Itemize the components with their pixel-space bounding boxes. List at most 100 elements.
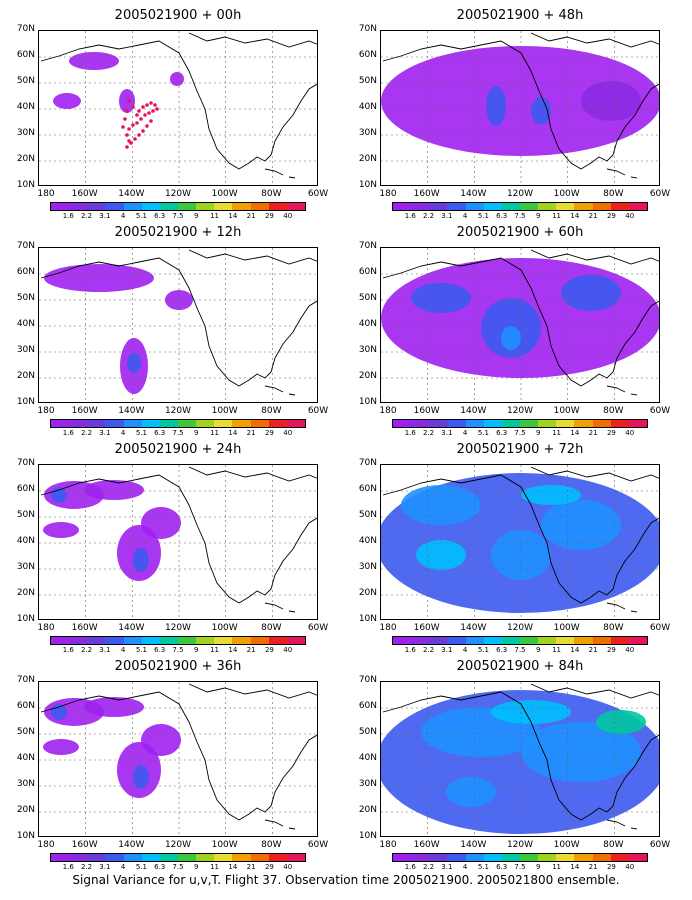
colorbar-label: 1.6 [62, 863, 74, 871]
colorbar-swatch [87, 203, 106, 210]
islands [264, 168, 296, 179]
colorbar-label: 40 [625, 212, 635, 220]
colorbar-swatch [501, 637, 520, 644]
colorbar-label: 14 [570, 863, 580, 871]
figure-caption: Signal Variance for u,v,T. Flight 37. Ob… [72, 873, 620, 887]
lat-label: 70N [358, 675, 377, 685]
colorbar-label: 1.6 [62, 212, 74, 220]
lat-label: 20N [16, 154, 35, 164]
colorbar-label: 4 [120, 212, 126, 220]
lat-label: 30N [358, 779, 377, 789]
map-panel-72h [380, 464, 660, 620]
lon-label: 120W [164, 406, 192, 416]
colorbar-swatch [628, 203, 647, 210]
variance-region [411, 283, 471, 313]
flight-track-point [151, 109, 155, 113]
flight-track-point [139, 117, 143, 121]
colorbar-label: 11 [552, 646, 562, 654]
colorbar-label: 11 [552, 212, 562, 220]
variance-region [486, 86, 506, 126]
colorbar-label: 7.5 [172, 212, 184, 220]
lon-label: 60W [307, 189, 329, 199]
flight-track-point [141, 105, 145, 109]
colorbar-swatch [286, 854, 305, 861]
colorbar-swatch [141, 203, 160, 210]
lon-label: 100W [553, 406, 580, 416]
lat-label: 10N [358, 397, 377, 407]
map-canvas [381, 465, 659, 619]
lon-label: 100W [553, 840, 580, 850]
lon-label: 160W [71, 189, 98, 199]
colorbar-swatch [556, 854, 575, 861]
flight-track-point [125, 133, 129, 137]
lon-label: 180 [379, 406, 397, 416]
colorbar-swatch [87, 637, 106, 644]
map-canvas [39, 31, 317, 185]
colorbar-swatch [123, 203, 142, 210]
lon-label: 180 [37, 623, 55, 633]
islands [606, 168, 638, 179]
flight-track-point [135, 113, 139, 117]
colorbar-label: 2.2 [80, 429, 93, 437]
panel-title-24h: 2005021900 + 24h [114, 442, 242, 457]
lon-label: 60W [649, 406, 671, 416]
colorbar-swatch [177, 420, 197, 427]
coastline [188, 466, 317, 482]
colorbar-swatch [105, 637, 124, 644]
coastline [382, 257, 659, 387]
colorbar-swatch [592, 203, 611, 210]
colorbar-swatch [519, 637, 539, 644]
colorbar-label: 5.1 [135, 429, 147, 437]
lat-label: 60N [16, 267, 35, 277]
colorbar-swatch [465, 420, 484, 427]
lon-label: 60W [649, 840, 671, 850]
lon-label: 140W [118, 623, 145, 633]
lat-label: 30N [16, 128, 35, 138]
flight-track-point [133, 137, 137, 141]
colorbar-label: 1.6 [62, 429, 74, 437]
variance-region [43, 522, 79, 538]
lat-label: 50N [16, 510, 35, 520]
colorbar-swatch [177, 203, 197, 210]
colorbar-swatch [268, 637, 287, 644]
lat-label: 60N [16, 50, 35, 60]
lon-label: 120W [164, 840, 192, 850]
colorbar-swatch [592, 637, 611, 644]
colorbar-label: 3.1 [441, 646, 453, 654]
colorbar-label: 11 [210, 646, 220, 654]
variance-region [581, 81, 641, 121]
colorbar-swatch [141, 420, 160, 427]
colorbar-swatch [501, 854, 520, 861]
colorbar-swatch [268, 854, 287, 861]
lat-label: 10N [358, 614, 377, 624]
colorbar-swatch [538, 420, 557, 427]
lat-label: 70N [358, 241, 377, 251]
lon-label: 120W [506, 623, 534, 633]
lon-label: 60W [307, 623, 329, 633]
lat-label: 40N [358, 319, 377, 329]
lat-label: 50N [358, 76, 377, 86]
map-canvas [39, 248, 317, 402]
flight-track-point [121, 125, 125, 129]
colorbar-swatch [465, 203, 484, 210]
colorbar-swatch [519, 420, 539, 427]
flight-track-point [155, 107, 159, 111]
colorbar-label: 21 [588, 429, 598, 437]
panel-title-72h: 2005021900 + 72h [456, 442, 584, 457]
map-panel-36h [38, 681, 318, 837]
colorbar-swatch [519, 203, 539, 210]
colorbar-swatch [519, 854, 539, 861]
variance-region [133, 765, 149, 789]
lat-label: 30N [358, 562, 377, 572]
flight-track-point [127, 139, 131, 143]
lat-label: 50N [358, 727, 377, 737]
colorbar-swatch [286, 637, 305, 644]
variance-region [446, 777, 496, 807]
colorbar-label: 40 [625, 863, 635, 871]
variance-region [541, 500, 621, 550]
colorbar-label: 21 [246, 212, 256, 220]
variance-region [596, 710, 646, 734]
lon-label: 180 [37, 189, 55, 199]
colorbar-label: 14 [228, 646, 238, 654]
colorbar-swatch [574, 854, 593, 861]
